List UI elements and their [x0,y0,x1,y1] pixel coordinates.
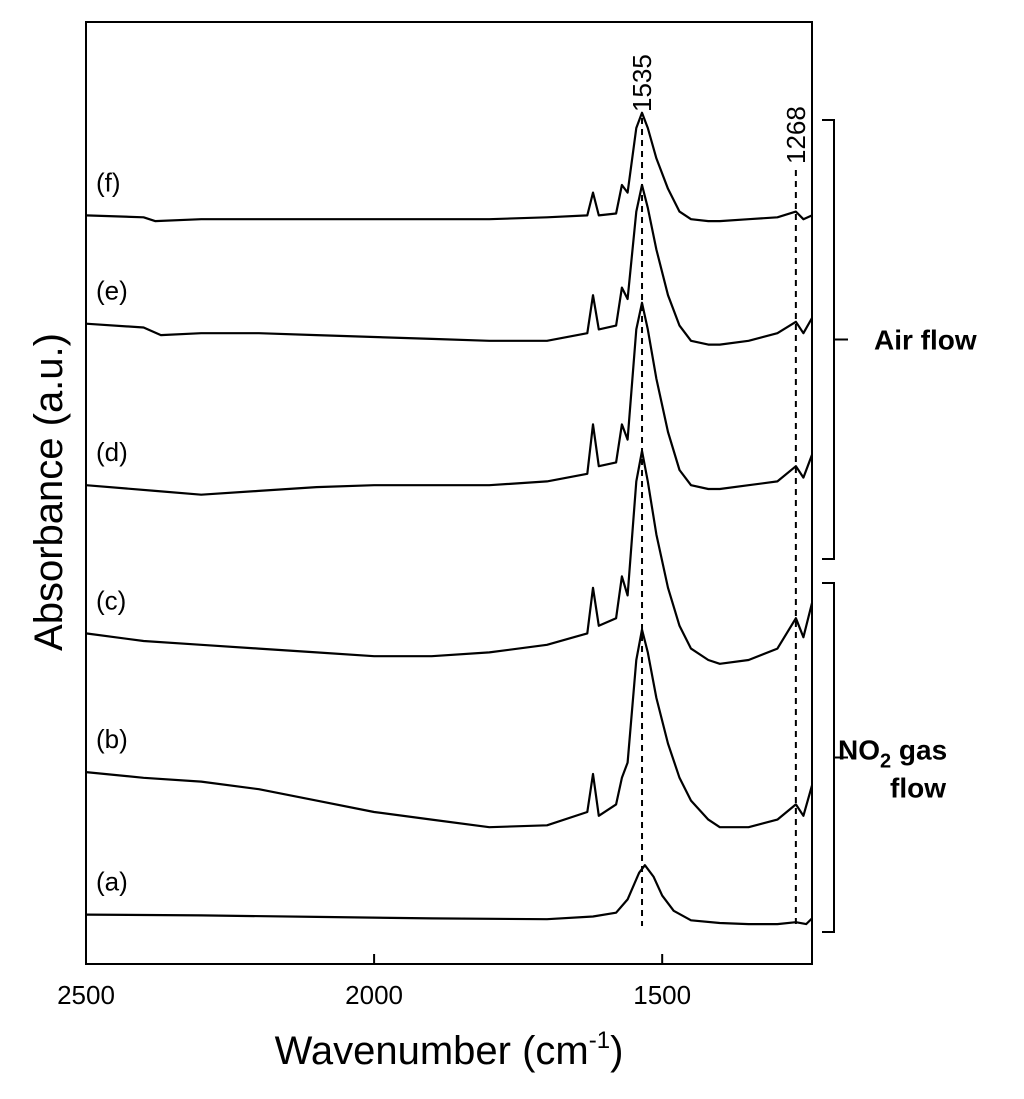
peak-markers: 1535 1268 [627,54,811,926]
peak-label-1268: 1268 [781,106,811,164]
x-tick-label-1500: 1500 [633,980,691,1010]
air-flow-label: Air flow [874,325,977,356]
no2-gas-flow-bracket [822,582,835,933]
no2-gas-flow-label-line2: flow [890,773,946,804]
series-line-c [85,449,814,665]
series-line-b [85,628,814,829]
series-line-e [85,183,813,346]
curve-labels: (a) (b) (c) (d) (e) (f) [96,167,128,896]
y-axis-title: Absorbance (a.u.) [27,333,71,651]
x-ticks: 2500 2000 1500 [57,954,691,1010]
plot-frame [85,21,813,965]
x-tick-label-2500: 2500 [57,980,115,1010]
peak-label-1535: 1535 [627,54,657,112]
curve-label-c: (c) [96,585,126,615]
series-line-a [85,864,813,926]
curve-label-b: (b) [96,724,128,754]
series-layer [85,111,814,926]
air-flow-bracket [822,119,835,560]
no2-gas-flow-label: NO2 gas [838,735,947,773]
series-line-f [85,111,813,223]
curve-label-d: (d) [96,437,128,467]
series-line-d [85,301,814,496]
x-axis-title: Wavenumber (cm-1) [275,1027,624,1073]
curve-label-f: (f) [96,167,121,197]
x-tick-label-2000: 2000 [345,980,403,1010]
curve-label-a: (a) [96,867,128,897]
curve-label-e: (e) [96,276,128,306]
